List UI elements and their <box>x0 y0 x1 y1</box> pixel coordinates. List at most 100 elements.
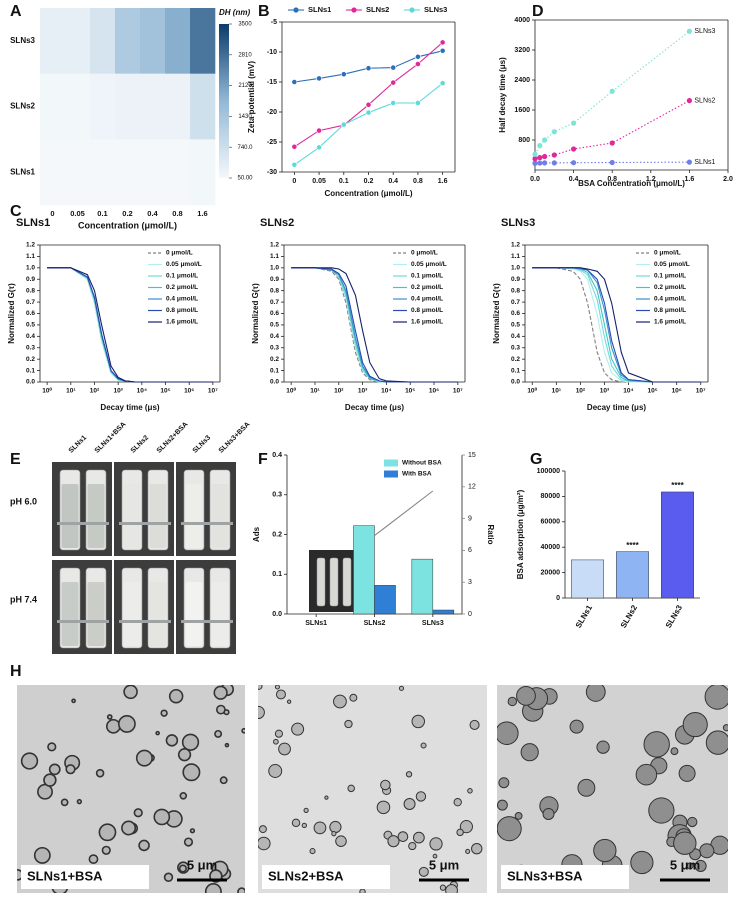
data-point <box>537 155 543 161</box>
y2-axis-label: Ratio <box>486 525 495 545</box>
data-point <box>291 79 298 85</box>
y-tick-label: 0.4 <box>270 333 279 340</box>
column-label: 0.4 <box>147 209 158 218</box>
x-tick-label: 10¹ <box>552 388 561 395</box>
particle <box>214 729 223 738</box>
particle <box>189 828 196 834</box>
legend-label: 0 μmol/L <box>654 250 681 257</box>
sample-label: SLNs2+BSA <box>156 421 190 455</box>
vial-rack <box>57 620 83 623</box>
particle <box>223 709 230 716</box>
legend-label: 0.8 μmol/L <box>411 307 443 314</box>
y-tick-label: -5 <box>271 19 277 26</box>
image-label: SLNs1+BSA <box>27 868 103 883</box>
vial-rack <box>181 620 207 623</box>
data-point <box>415 61 421 67</box>
heatmap-cell <box>190 8 216 74</box>
particle <box>453 797 462 807</box>
heatmap-cell <box>165 73 191 140</box>
data-point <box>532 160 538 166</box>
particle <box>418 866 429 877</box>
particle <box>398 685 405 691</box>
x-axis-label: Concentration (μmol/L) <box>78 220 177 230</box>
column-label: 0.05 <box>70 209 85 218</box>
particle <box>686 862 694 870</box>
colorbar-tick-label: 50.00 <box>237 176 253 182</box>
bar <box>616 551 649 599</box>
particle <box>106 718 121 734</box>
y-tick-label: -15 <box>267 79 277 86</box>
micrograph <box>497 685 728 893</box>
legend-label: 0.4 μmol/L <box>654 296 686 303</box>
sample-label: SLNs1+BSA <box>94 421 128 455</box>
heatmap-cell <box>40 73 66 140</box>
vial-rack <box>207 522 233 525</box>
scale-bar-label: 5 μm <box>670 857 700 872</box>
x-tick-label: 10⁷ <box>208 388 218 395</box>
y-tick-label: 0.6 <box>511 310 520 317</box>
particle <box>420 742 427 749</box>
vial-liquid <box>87 582 105 646</box>
x-axis-label: BSA Concentration (μmol/L) <box>578 179 685 188</box>
particle <box>258 685 263 690</box>
particle <box>274 685 280 690</box>
legend-label: 0.1 μmol/L <box>411 273 443 280</box>
particle <box>335 835 347 847</box>
heatmap-cell <box>115 139 141 206</box>
column-label: 1.6 <box>197 209 207 218</box>
particle <box>722 724 728 732</box>
particle <box>459 820 473 834</box>
particle <box>313 821 327 835</box>
x-tick-label: 10⁴ <box>623 388 633 395</box>
image-label: SLNs2+BSA <box>268 868 344 883</box>
x-tick-label: 0 <box>292 178 296 185</box>
x-tick-label: SLNs3 <box>664 603 685 630</box>
particle <box>403 798 416 811</box>
column-label: 0 <box>50 209 54 218</box>
particle <box>65 764 76 775</box>
data-point <box>542 153 548 160</box>
particle <box>682 711 708 738</box>
particle <box>344 719 353 729</box>
data-point <box>571 146 577 152</box>
heatmap-cell <box>190 139 216 206</box>
y-tick-label: 0.0 <box>511 379 520 386</box>
y-tick-label: 0.7 <box>511 299 520 306</box>
y-tick-label: 0.9 <box>26 276 35 283</box>
panel-letter: F <box>258 451 268 468</box>
particle <box>275 689 286 700</box>
x-axis-label: Concentration (μmol/L) <box>325 189 413 198</box>
legend-label: 0.05 μmol/L <box>411 261 447 268</box>
y-tick-label: 2400 <box>514 77 530 84</box>
particle <box>291 818 301 828</box>
particle <box>213 685 228 700</box>
y2-tick-label: 0 <box>468 611 472 618</box>
data-point <box>551 152 557 158</box>
particle <box>106 714 113 720</box>
particle <box>76 798 83 805</box>
heatmap-cell <box>40 8 66 74</box>
particle <box>219 776 228 785</box>
particle <box>204 883 222 893</box>
bar <box>374 585 396 615</box>
vial-liquid <box>123 484 141 548</box>
y-tick-label: 1.0 <box>26 265 35 272</box>
data-point <box>439 47 446 54</box>
y-tick-label: 0.9 <box>270 276 279 283</box>
particle <box>577 778 596 797</box>
vial-rack <box>119 522 145 525</box>
particle <box>60 798 69 807</box>
panel-letter: D <box>532 3 544 20</box>
y-tick-label: 0.1 <box>270 367 279 374</box>
row-label: SLNs1 <box>10 167 35 176</box>
particle <box>520 743 539 762</box>
data-point <box>316 75 322 82</box>
scale-bar-label: 5 μm <box>429 857 459 872</box>
x-tick-label: 0.2 <box>364 178 374 185</box>
particle <box>408 841 417 851</box>
particle <box>347 784 355 793</box>
y-tick-label: 0.7 <box>26 299 35 306</box>
data-point <box>291 143 298 150</box>
y-tick-label: 0.4 <box>26 333 35 340</box>
particle <box>497 721 519 746</box>
